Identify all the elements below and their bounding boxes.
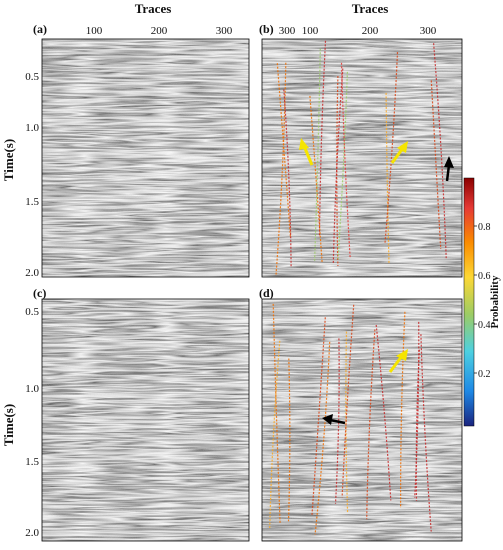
- black-arrow: [444, 156, 454, 182]
- y-tick-label: 2.0: [25, 527, 39, 539]
- yellow-arrow: [390, 141, 408, 164]
- fault-trace: [399, 311, 406, 509]
- panel-frame-c: [41, 298, 250, 542]
- fault-lines-d: [269, 303, 432, 535]
- fault-trace: [414, 321, 420, 498]
- fault-trace: [385, 92, 390, 264]
- fault-trace: [272, 303, 281, 525]
- colorbar-tick-label: 0.4: [478, 320, 491, 331]
- x-tick-labels-left: 100 200 300: [86, 25, 233, 37]
- fault-trace: [309, 95, 323, 263]
- panel-label-d: (d): [259, 286, 274, 300]
- panel-frame-b: [261, 38, 463, 278]
- fault-trace: [375, 324, 392, 501]
- panel-d: (d): [259, 286, 463, 542]
- y-tick-label: 1.5: [25, 196, 39, 208]
- x-tick-label: 300: [279, 25, 296, 37]
- x-tick-label: 100: [302, 25, 319, 37]
- seismic-texture-b: [262, 39, 462, 277]
- yellow-arrow: [299, 138, 314, 166]
- top-axis-title-left: Traces: [135, 1, 172, 16]
- colorbar-tick-label: 0.2: [478, 369, 491, 380]
- panel-a: (a): [33, 22, 250, 278]
- yellow-arrow: [388, 349, 408, 373]
- x-tick-label: 200: [362, 25, 379, 37]
- panel-frame-d: [261, 298, 463, 542]
- fault-trace: [314, 341, 331, 535]
- fault-trace: [311, 317, 326, 516]
- y-tick-label: 1.0: [25, 122, 39, 134]
- colorbar-tick-label: 0.6: [478, 271, 491, 282]
- x-tick-labels-right: 100 200 300: [302, 25, 437, 37]
- fault-trace: [341, 304, 355, 498]
- fault-trace: [334, 338, 340, 504]
- x-tick-label: 300: [216, 25, 233, 37]
- seismic-texture-c: [42, 299, 249, 541]
- black-arrow: [322, 414, 346, 425]
- panel-frame-a: [41, 38, 250, 278]
- fault-trace: [337, 71, 348, 261]
- fault-trace: [276, 63, 292, 238]
- panel-label-c: (c): [33, 286, 46, 300]
- y-axis-title-top: Time(s): [1, 139, 16, 181]
- fault-trace: [287, 358, 291, 522]
- fault-trace: [384, 52, 399, 243]
- y-tick-label: 2.0: [25, 267, 39, 279]
- panel-label-a: (a): [33, 22, 47, 36]
- fault-trace: [269, 340, 281, 530]
- fault-trace: [433, 43, 447, 259]
- panel-c: (c): [33, 286, 250, 542]
- y-tick-labels-top: 0.5 1.0 1.5 2.0: [25, 71, 39, 279]
- fault-trace: [275, 62, 287, 276]
- fault-trace: [430, 80, 442, 249]
- colorbar: 0.2 0.4 0.6 0.8 Probability: [463, 177, 501, 427]
- x-tick-labels-left-2: 300: [279, 25, 296, 37]
- fault-trace: [345, 331, 349, 513]
- seismic-texture-d: [262, 299, 462, 541]
- fault-trace: [415, 349, 420, 501]
- colorbar-gradient: [463, 177, 475, 427]
- seismic-texture-a: [42, 39, 249, 277]
- panel-b: (b): [259, 22, 463, 278]
- colorbar-tick-label: 0.8: [478, 222, 491, 233]
- y-tick-label: 0.5: [25, 71, 39, 83]
- y-axis-title-bottom: Time(s): [1, 404, 16, 446]
- fault-trace: [314, 48, 321, 261]
- x-tick-label: 200: [151, 25, 168, 37]
- top-axis-title-right: Traces: [352, 1, 389, 16]
- y-tick-label: 0.5: [25, 306, 39, 318]
- y-tick-label: 1.0: [25, 383, 39, 395]
- y-tick-label: 1.5: [25, 456, 39, 468]
- fault-trace: [283, 89, 292, 267]
- x-tick-label: 300: [420, 25, 437, 37]
- fault-trace: [420, 334, 432, 532]
- panel-label-b: (b): [259, 22, 274, 36]
- y-tick-labels-bottom: 0.5 1.0 1.5 2.0: [25, 306, 39, 539]
- x-tick-label: 100: [86, 25, 103, 37]
- fault-trace: [366, 329, 376, 520]
- colorbar-title: Probability: [489, 275, 501, 328]
- fault-trace: [340, 62, 351, 259]
- fault-lines-b: [275, 40, 447, 276]
- fault-trace: [332, 68, 344, 264]
